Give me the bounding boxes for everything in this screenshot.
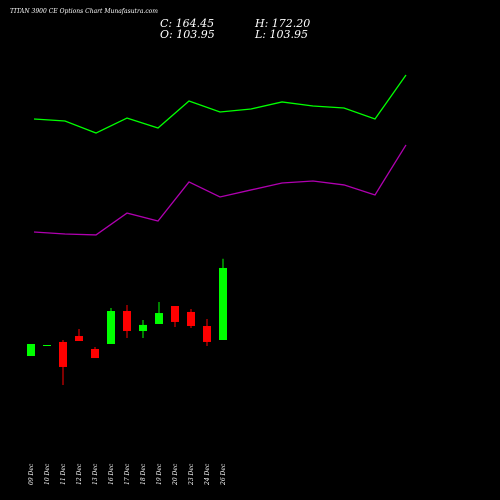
candle-body — [123, 311, 131, 332]
x-tick-label: 18 Dec — [140, 463, 147, 485]
candle-body — [139, 324, 147, 332]
x-tick-label: 19 Dec — [156, 463, 163, 485]
x-tick-label: 09 Dec — [28, 463, 35, 485]
candle-body — [91, 348, 99, 359]
header-low: L: 103.95 — [254, 28, 308, 41]
x-tick-label: 16 Dec — [108, 463, 115, 485]
candle-body — [219, 267, 227, 340]
candle-body — [203, 326, 211, 342]
x-tick-label: 12 Dec — [76, 463, 83, 485]
x-tick-label: 11 Dec — [60, 463, 67, 485]
line-series — [33, 74, 407, 134]
x-tick-label: 10 Dec — [44, 463, 51, 485]
candle-body — [27, 343, 35, 357]
candle-body — [43, 345, 51, 346]
candle-body — [59, 341, 67, 367]
x-tick-label: 26 Dec — [220, 463, 227, 486]
header-close: C: 164.45 — [160, 17, 214, 30]
x-tick-label: 24 Dec — [204, 463, 211, 486]
candle-body — [75, 336, 83, 342]
candle-body — [107, 311, 115, 344]
x-tick-label: 20 Dec — [172, 463, 179, 486]
chart-title: TITAN 3900 CE Options Chart Munafasutra.… — [10, 8, 158, 15]
candle-body — [187, 311, 195, 327]
x-tick-label: 23 Dec — [188, 463, 195, 486]
header-high: H: 172.20 — [254, 17, 310, 30]
header-open: O: 103.95 — [160, 28, 215, 41]
x-tick-label: 17 Dec — [124, 463, 131, 485]
x-tick-label: 13 Dec — [92, 463, 99, 485]
candle-body — [155, 313, 163, 324]
line-series — [33, 144, 407, 236]
candle-body — [171, 306, 179, 322]
